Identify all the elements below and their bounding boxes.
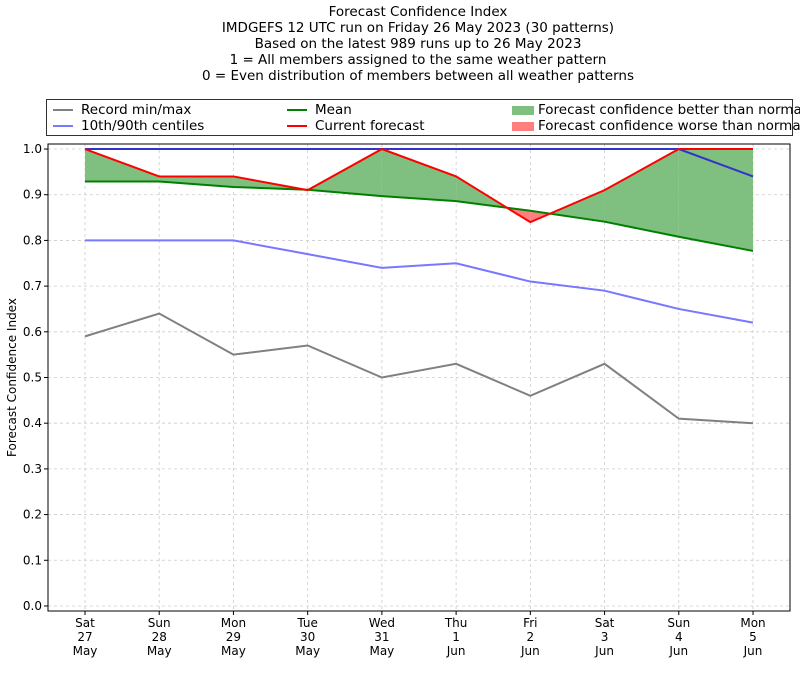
fill-better	[678, 149, 753, 251]
legend-label-worse: Forecast confidence worse than normal	[538, 118, 800, 134]
y-tick-label: 1.0	[23, 142, 42, 156]
legend-record: Record min/max	[53, 102, 191, 118]
chart-title: Forecast Confidence Index IMDGEFS 12 UTC…	[0, 4, 800, 84]
legend-label-centiles: 10th/90th centiles	[81, 118, 205, 134]
title-line-2: IMDGEFS 12 UTC run on Friday 26 May 2023…	[221, 20, 615, 36]
y-tick-label: 0.8	[23, 233, 42, 247]
x-tick-label: 27	[77, 630, 92, 644]
y-tick-label: 0.4	[23, 416, 42, 430]
x-tick-label: 28	[152, 630, 167, 644]
y-tick-label: 0.5	[23, 371, 42, 385]
x-tick-label: 1	[452, 630, 460, 644]
legend-label-better: Forecast confidence better than normal	[538, 102, 800, 118]
legend-swatch-centiles	[53, 125, 73, 127]
fill-better	[308, 149, 382, 197]
x-tick-label: Jun	[520, 644, 540, 658]
x-tick-label: 4	[675, 630, 683, 644]
x-tick-label: Jun	[446, 644, 466, 658]
y-tick-label: 0.7	[23, 279, 42, 293]
x-tick-label: Sat	[595, 616, 615, 630]
legend-mean: Mean	[287, 102, 352, 118]
series-line-record_min	[84, 312, 754, 425]
x-tick-label: May	[147, 644, 172, 658]
axes-frame	[47, 143, 791, 612]
x-tick-label: May	[73, 644, 98, 658]
x-tick-label: Sat	[75, 616, 95, 630]
x-tick-label: Tue	[296, 616, 318, 630]
y-tick-label: 0.0	[23, 599, 42, 613]
fill-better	[381, 149, 457, 202]
x-tick-label: Wed	[369, 616, 395, 630]
x-tick-label: Fri	[523, 616, 537, 630]
title-line-5: 0 = Even distribution of members between…	[201, 68, 635, 84]
x-tick-label: Mon	[740, 616, 765, 630]
legend-swatch-worse	[512, 121, 534, 131]
legend-swatch-better	[512, 105, 534, 115]
x-tick-label: Sun	[667, 616, 690, 630]
x-tick-label: 30	[300, 630, 315, 644]
x-tick-label: 5	[749, 630, 757, 644]
legend-current: Current forecast	[287, 118, 425, 134]
x-tick-label: 31	[374, 630, 389, 644]
y-tick-label: 0.6	[23, 325, 42, 339]
legend-label-current: Current forecast	[315, 118, 425, 134]
legend: Record min/max 10th/90th centiles Mean C…	[46, 99, 800, 136]
legend-label-mean: Mean	[315, 102, 352, 118]
y-tick-label: 0.9	[23, 188, 42, 202]
y-axis-label: Forecast Confidence Index	[5, 298, 19, 457]
fill-better	[604, 149, 679, 237]
legend-better: Forecast confidence better than normal	[512, 102, 800, 118]
x-tick-label: Thu	[444, 616, 468, 630]
y-tick-label: 0.1	[23, 553, 42, 567]
x-tick-label: Mon	[221, 616, 246, 630]
y-tick-label: 0.2	[23, 508, 42, 522]
legend-centiles: 10th/90th centiles	[53, 118, 204, 134]
legend-swatch-current	[287, 125, 307, 127]
legend-label-record: Record min/max	[81, 102, 192, 118]
fill-better	[85, 149, 160, 182]
legend-swatch-mean	[287, 109, 307, 111]
x-tick-label: Jun	[594, 644, 614, 658]
x-tick-label: May	[369, 644, 394, 658]
title-line-1: Forecast Confidence Index	[328, 4, 508, 20]
series-line-current	[84, 147, 753, 224]
series-line-p10	[85, 239, 754, 324]
x-tick-label: May	[295, 644, 320, 658]
title-line-3: Based on the latest 989 runs up to 26 Ma…	[254, 36, 582, 52]
y-tick-label: 0.3	[23, 462, 42, 476]
x-tick-label: Jun	[668, 644, 688, 658]
fill-better	[550, 190, 605, 222]
x-tick-label: Jun	[743, 644, 763, 658]
legend-swatch-record	[53, 109, 73, 111]
x-tick-label: 3	[601, 630, 609, 644]
series-line-mean	[85, 180, 754, 252]
x-tick-label: Sun	[148, 616, 171, 630]
x-tick-label: 2	[527, 630, 535, 644]
series-line-p90	[85, 148, 754, 178]
x-tick-label: May	[221, 644, 246, 658]
title-line-4: 1 = All members assigned to the same wea…	[229, 52, 607, 68]
fill-better	[159, 176, 234, 187]
legend-worse: Forecast confidence worse than normal	[512, 118, 800, 134]
x-tick-label: 29	[226, 630, 241, 644]
